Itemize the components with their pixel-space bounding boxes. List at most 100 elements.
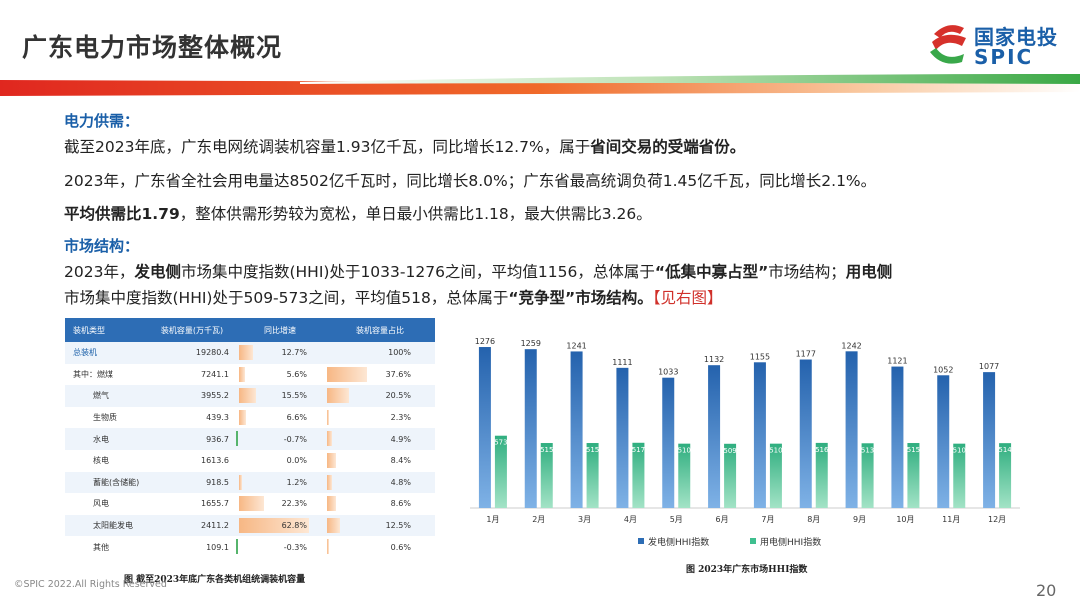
data-label-generation: 1177 bbox=[796, 350, 816, 359]
x-tick-label: 4月 bbox=[624, 515, 637, 524]
table-row: 其他 109.1 -0.3% 0.6% bbox=[65, 536, 435, 558]
table-row: 太阳能发电 2411.2 62.8% 12.5% bbox=[65, 514, 435, 537]
cell-growth: 5.6% bbox=[235, 364, 325, 386]
copyright-footer: ©SPIC 2022.All Rights Reserved bbox=[14, 579, 167, 590]
cell-growth: 0.0% bbox=[235, 450, 325, 472]
legend-swatch-consumption bbox=[750, 538, 756, 544]
data-label-consumption: 513 bbox=[861, 446, 874, 454]
cell-capacity: 7241.1 bbox=[201, 369, 229, 379]
cell-growth: 15.5% bbox=[235, 385, 325, 407]
data-label-generation: 1033 bbox=[658, 368, 678, 377]
chart-caption: 图 2023年广东市场HHI指数 bbox=[686, 565, 808, 575]
bar-consumption-hhi bbox=[861, 443, 874, 508]
data-label-consumption: 515 bbox=[540, 446, 553, 454]
cell-share: 8.4% bbox=[325, 450, 435, 472]
bar-generation-hhi bbox=[983, 372, 996, 508]
cell-type: 蓄能(含储能) bbox=[93, 477, 140, 487]
data-label-generation: 1132 bbox=[704, 355, 724, 364]
growth-value: 0.0% bbox=[286, 456, 307, 466]
data-label-consumption: 515 bbox=[586, 446, 599, 454]
share-bar bbox=[327, 517, 341, 533]
growth-bar bbox=[239, 345, 254, 360]
bar-generation-hhi bbox=[524, 349, 537, 508]
growth-bar bbox=[239, 388, 257, 404]
cell-type: 生物质 bbox=[93, 413, 117, 423]
bar-consumption-hhi bbox=[540, 443, 553, 508]
hhi-bar-chart: 1276 573 1月 1259 515 2月 1241 515 3月 1111 517 4月 1033… bbox=[470, 337, 1020, 548]
bar-consumption-hhi bbox=[815, 442, 828, 508]
x-tick-label: 11月 bbox=[942, 515, 960, 524]
cell-type: 其中：燃煤 bbox=[73, 369, 113, 379]
growth-value: 5.6% bbox=[286, 369, 307, 379]
cell-type: 太阳能发电 bbox=[93, 521, 133, 531]
data-label-generation: 1155 bbox=[750, 352, 770, 361]
table-row: 生物质 439.3 6.6% 2.3% bbox=[65, 406, 435, 429]
cell-growth: -0.3% bbox=[235, 536, 325, 558]
growth-bar bbox=[239, 474, 242, 490]
x-tick-label: 7月 bbox=[761, 515, 774, 524]
data-label-generation: 1121 bbox=[887, 357, 907, 366]
data-label-consumption: 510 bbox=[678, 447, 691, 455]
supply-paragraph-1: 截至2023年底，广东电网统调装机容量1.93亿千瓦，同比增长12.7%，属于省… bbox=[64, 138, 746, 156]
table-row: 核电 1613.6 0.0% 8.4% bbox=[65, 449, 435, 472]
data-label-consumption: 514 bbox=[998, 446, 1012, 454]
cell-share: 0.6% bbox=[325, 536, 435, 558]
growth-bar bbox=[236, 539, 238, 555]
bar-consumption-hhi bbox=[586, 443, 599, 508]
bar-consumption-hhi bbox=[494, 435, 507, 508]
bar-consumption-hhi bbox=[999, 443, 1012, 508]
table-row: 燃气 3955.2 15.5% 20.5% bbox=[65, 385, 435, 407]
cell-share: 2.3% bbox=[325, 407, 435, 429]
data-label-generation: 1052 bbox=[933, 365, 953, 374]
page-number: 20 bbox=[1036, 581, 1057, 600]
data-label-generation: 1111 bbox=[612, 358, 632, 367]
x-tick-label: 8月 bbox=[807, 515, 820, 524]
cell-type: 水电 bbox=[93, 434, 109, 444]
share-bar bbox=[327, 366, 367, 382]
table-header: 装机类型 装机容量(万千瓦) 同比增速 装机容量占比 bbox=[65, 318, 435, 342]
cell-share: 20.5% bbox=[325, 385, 435, 407]
cell-type: 核电 bbox=[93, 456, 109, 466]
bar-consumption-hhi bbox=[724, 443, 737, 508]
bar-generation-hhi bbox=[616, 367, 629, 508]
share-bar bbox=[327, 474, 333, 490]
legend-swatch-generation bbox=[638, 538, 644, 544]
cell-capacity: 936.7 bbox=[206, 434, 229, 444]
cell-share: 4.8% bbox=[325, 472, 435, 494]
market-paragraph-line-1: 2023年，发电侧市场集中度指数(HHI)处于1033-1276之间，平均值11… bbox=[64, 263, 893, 281]
bar-consumption-hhi bbox=[953, 443, 966, 508]
share-value: 100% bbox=[388, 348, 411, 358]
data-label-generation: 1241 bbox=[566, 341, 586, 350]
cell-growth: 1.2% bbox=[235, 472, 325, 494]
x-tick-label: 3月 bbox=[578, 515, 591, 524]
share-value: 2.3% bbox=[390, 413, 411, 423]
growth-bar bbox=[239, 517, 309, 533]
page-title: 广东电力市场整体概况 bbox=[22, 33, 283, 62]
table-row: 水电 936.7 -0.7% 4.9% bbox=[65, 428, 435, 450]
cell-share: 100% bbox=[325, 342, 435, 364]
header-type: 装机类型 bbox=[73, 325, 105, 335]
bar-consumption-hhi bbox=[907, 443, 920, 508]
legend-label-generation: 发电侧HHI指数 bbox=[648, 536, 709, 548]
share-value: 8.6% bbox=[390, 499, 411, 509]
cell-type: 风电 bbox=[93, 499, 109, 509]
share-bar bbox=[327, 409, 330, 425]
market-paragraph-line-2: 市场集中度指数(HHI)处于509-573之间，平均值518，总体属于“竞争型”… bbox=[64, 289, 723, 307]
share-bar bbox=[327, 539, 329, 555]
cell-growth: 12.7% bbox=[235, 342, 325, 364]
spic-logo: 国家电投 SPIC bbox=[926, 18, 1066, 72]
data-label-consumption: 516 bbox=[815, 446, 829, 454]
cell-capacity: 439.3 bbox=[206, 413, 229, 423]
growth-bar bbox=[236, 431, 238, 447]
legend-label-consumption: 用电侧HHI指数 bbox=[760, 536, 821, 548]
logo-text-cn: 国家电投 bbox=[974, 25, 1058, 49]
cell-growth: 22.3% bbox=[235, 493, 325, 515]
data-label-consumption: 510 bbox=[953, 447, 966, 455]
share-value: 8.4% bbox=[390, 456, 411, 466]
data-label-generation: 1259 bbox=[521, 339, 541, 348]
bar-generation-hhi bbox=[799, 359, 812, 508]
cell-type: 其他 bbox=[93, 542, 109, 552]
share-bar bbox=[327, 496, 337, 512]
bar-generation-hhi bbox=[708, 365, 721, 508]
cell-capacity: 3955.2 bbox=[201, 391, 229, 401]
